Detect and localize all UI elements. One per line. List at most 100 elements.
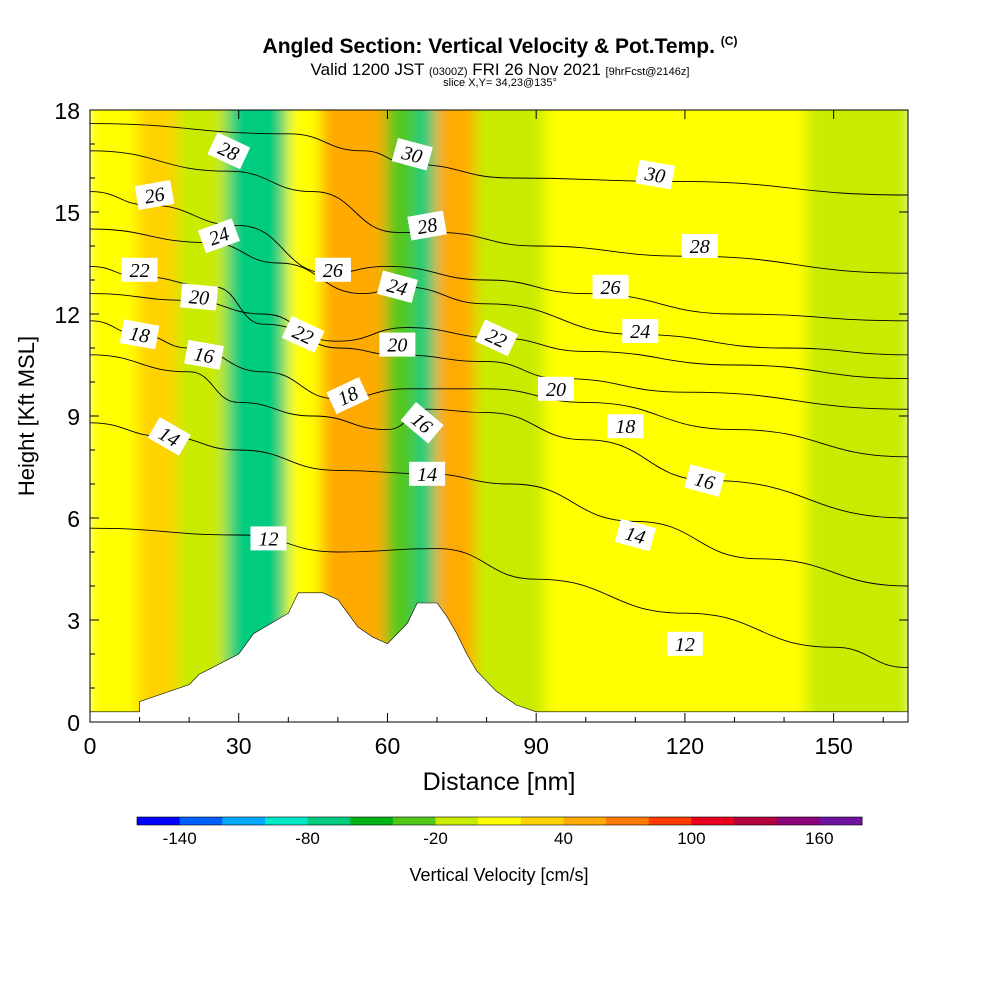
colorbar: -140 -80 -20 40 100 160 [136, 816, 863, 848]
contour-label: 14 [409, 461, 446, 486]
x-tick-label: 30 [226, 733, 252, 759]
x-tick-label: 150 [814, 733, 852, 759]
contour-label: 30 [635, 159, 675, 190]
isentrope-26 [90, 191, 908, 322]
colorbar-swatch [648, 817, 692, 825]
chart-title-text: Angled Section: Vertical Velocity & Pot.… [262, 35, 715, 58]
isentrope-24 [90, 228, 908, 356]
contour-label: 26 [592, 274, 629, 299]
contour-label-text: 20 [546, 379, 566, 401]
y-tick-label: 18 [54, 98, 80, 124]
colorbar-swatch [179, 817, 223, 825]
y-axis-label: Height [Kft MSL] [14, 336, 39, 496]
x-tick-label: 60 [375, 733, 401, 759]
contour-label-text: 26 [323, 260, 343, 282]
contour-label-text: 20 [188, 286, 210, 310]
colorbar-swatch [435, 817, 479, 825]
colorbar-swatch [350, 817, 394, 825]
contour-label: 24 [622, 319, 659, 343]
velocity-band [806, 110, 908, 722]
isentrope-12 [90, 527, 908, 669]
valid-time: Valid 1200 JST [310, 60, 425, 79]
contour-label: 28 [681, 234, 718, 258]
x-tick-label: 90 [523, 733, 549, 759]
velocity-band [544, 110, 613, 722]
contour-label: 18 [607, 414, 644, 439]
contour-label: 18 [119, 319, 160, 350]
isentrope-14 [90, 422, 908, 587]
colorbar-swatch [478, 817, 522, 825]
forecast-info: [9hrFcst@2146z] [605, 66, 690, 78]
isentrope-30 [90, 123, 908, 196]
axes: 0 30 60 90 120 150 0 3 6 9 12 15 18 [54, 98, 908, 759]
contour-label-text: 28 [416, 214, 440, 239]
y-tick-label: 12 [54, 302, 80, 328]
colorbar-swatch [563, 817, 607, 825]
contour-label: 12 [666, 631, 703, 656]
x-tick-label: 120 [666, 733, 704, 759]
isentrope-20 [90, 293, 908, 410]
colorbar-swatch [819, 817, 863, 825]
contour-label: 28 [407, 210, 447, 241]
contour-label-text: 12 [675, 634, 695, 656]
velocity-band [137, 110, 182, 722]
contour-label: 16 [684, 464, 726, 497]
colorbar-tick-label: 40 [554, 829, 573, 848]
x-tick-label: 0 [84, 733, 97, 759]
y-tick-label: 6 [67, 506, 80, 532]
colorbar-label: Vertical Velocity [cm/s] [409, 865, 588, 885]
contour-label: 20 [379, 332, 416, 357]
velocity-band [474, 110, 549, 722]
chart-title: Angled Section: Vertical Velocity & Pot.… [0, 34, 1000, 59]
contour-label: 12 [250, 526, 287, 551]
contour-label-text: 22 [130, 260, 150, 282]
colorbar-swatch [392, 817, 437, 825]
y-tick-label: 0 [67, 710, 80, 736]
y-tick-label: 15 [54, 200, 80, 226]
y-tick-label: 9 [67, 404, 80, 430]
valid-date: FRI 26 Nov 2021 [472, 60, 601, 79]
copyright-mark: (C) [720, 34, 738, 48]
colorbar-tick-label: -20 [423, 829, 448, 848]
chart-subtitle: Valid 1200 JST (0300Z) FRI 26 Nov 2021 [… [0, 60, 1000, 80]
contour-label: 30 [391, 137, 433, 171]
contour-label: 26 [134, 180, 175, 210]
contour-label-text: 26 [143, 183, 167, 208]
contour-label: 14 [614, 518, 656, 552]
colorbar-tick-label: -140 [163, 829, 197, 848]
colorbar-swatch [691, 817, 735, 825]
colorbar-swatch [520, 817, 564, 825]
contour-label: 20 [180, 283, 219, 311]
valid-utc: (0300Z) [429, 66, 468, 78]
contour-label-text: 20 [387, 335, 407, 357]
colorbar-frame [136, 816, 863, 826]
colorbar-swatch [307, 817, 351, 825]
contour-label: 24 [376, 270, 418, 304]
colorbar-tick-label: -80 [295, 829, 320, 848]
contour-label: 16 [184, 339, 224, 370]
contour-label-text: 30 [642, 163, 667, 188]
x-axis-label: Distance [nm] [423, 768, 576, 796]
chart-title-block: Angled Section: Vertical Velocity & Pot.… [0, 0, 1000, 100]
slice-info: slice X,Y= 34,23@135° [443, 77, 557, 89]
colorbar-swatch [264, 817, 309, 825]
contour-label-text: 12 [258, 528, 278, 550]
colorbar-swatch [734, 817, 778, 825]
colorbar-swatch [776, 817, 820, 825]
contour-label: 22 [121, 257, 158, 282]
colorbar-tick-label: 160 [805, 829, 833, 848]
contour-label-text: 26 [601, 277, 621, 299]
colorbar-tick-label: 100 [677, 829, 705, 848]
contour-label-text: 14 [417, 464, 437, 486]
terrain [90, 592, 908, 722]
colorbar-swatch [137, 817, 181, 825]
colorbar-swatch [606, 817, 650, 825]
contour-label-text: 16 [192, 343, 216, 368]
contour-label: 26 [314, 257, 351, 282]
contour-label-text: 28 [690, 236, 710, 258]
contour-label: 20 [538, 376, 575, 401]
contour-label-text: 24 [630, 321, 650, 343]
plot-area [90, 110, 908, 722]
